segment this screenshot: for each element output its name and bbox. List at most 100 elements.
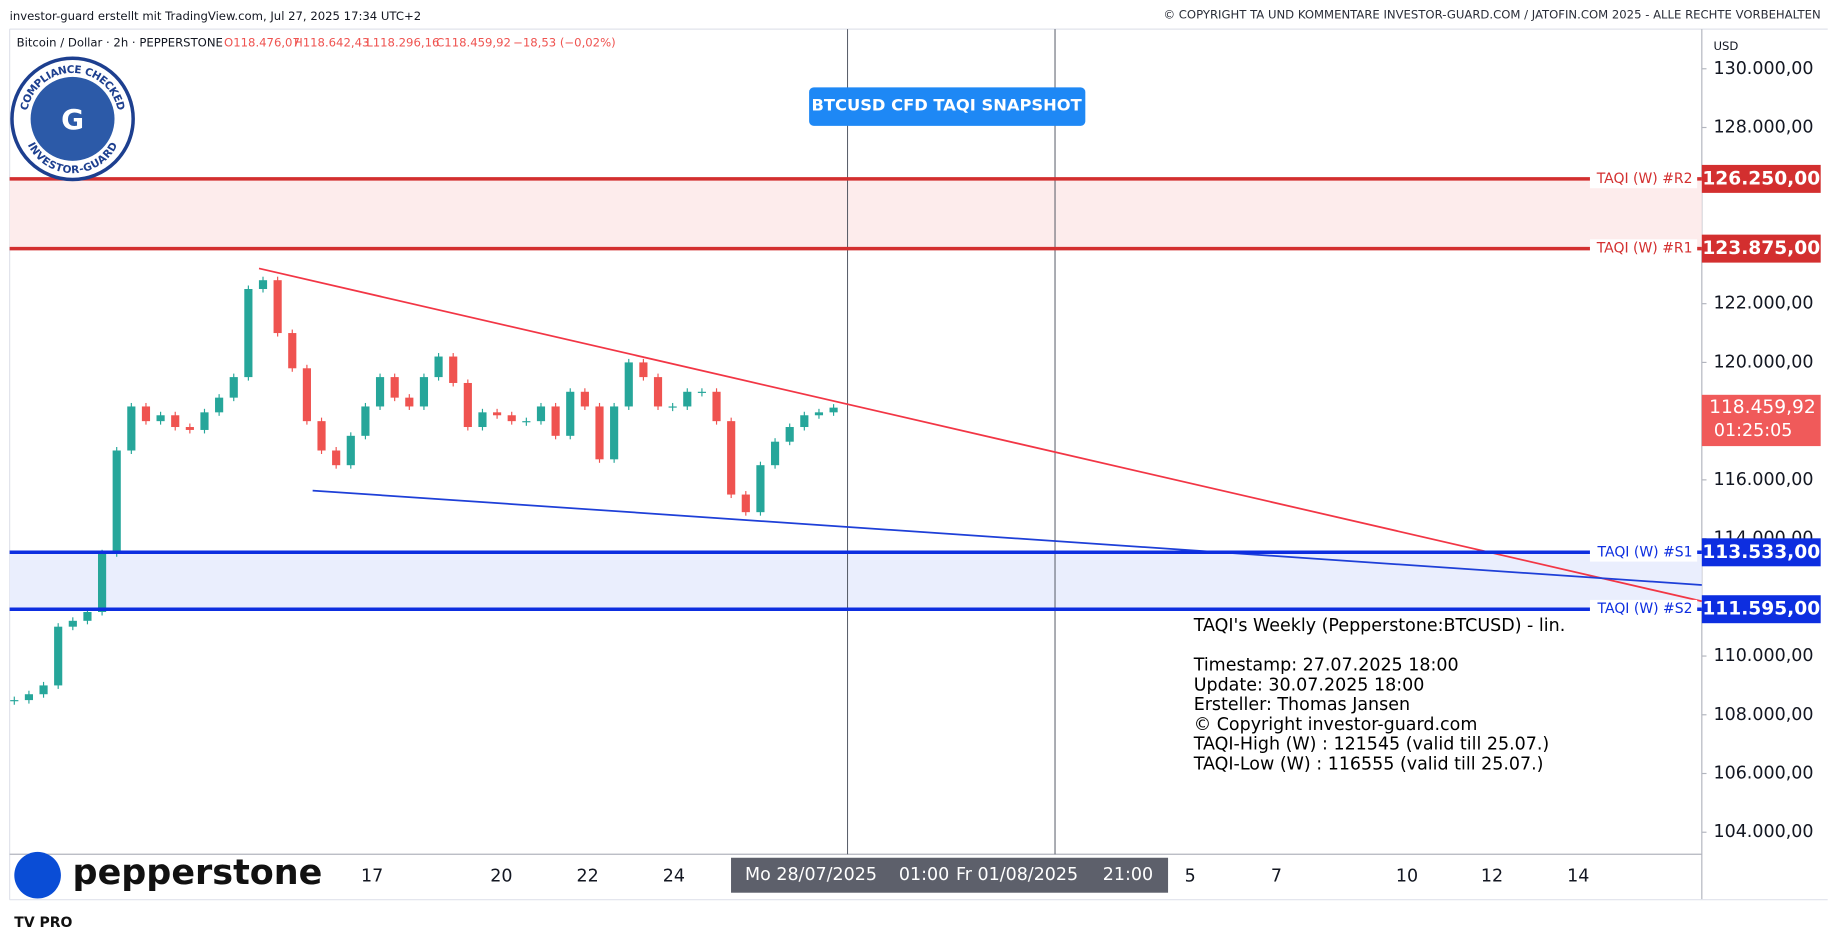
header-right: © COPYRIGHT TA UND KOMMENTARE INVESTOR-G… [1163,8,1820,22]
candle [244,289,253,378]
candle [141,406,151,422]
resistance-zone [9,178,1702,249]
x-tick-label: 17 [361,866,383,886]
info-line: TAQI-Low (W) : 116555 (valid till 25.07.… [1193,755,1544,775]
candle [697,391,706,393]
candle [10,700,19,702]
y-tick-label: 106.000,00 [1713,764,1813,784]
level-label-bg [1589,239,1698,258]
candle [478,412,487,428]
level-name: TAQI (W) #S2 [1597,601,1693,617]
candle [829,407,838,413]
candle [405,397,414,407]
level-price: 126.250,00 [1702,168,1820,189]
candle [800,415,809,428]
info-block: TAQI's Weekly (Pepperstone:BTCUSD) - lin… [1193,616,1566,775]
brand-text: pepperstone [73,853,323,893]
candle [653,377,663,407]
candle [229,377,238,398]
candle [566,391,575,436]
candle [624,362,633,407]
candle [215,397,224,413]
candle [346,435,355,466]
info-line: Timestamp: 27.07.2025 18:00 [1193,655,1459,675]
candle [302,368,311,422]
candle [536,406,546,422]
candle [273,280,282,334]
x-tick-label: 5 [1185,866,1196,886]
level-label-bg [1589,542,1698,562]
countdown: 01:25:05 [1714,421,1792,441]
x-highlight-label: 21:00 [1103,865,1153,885]
last-price-box [1701,394,1821,447]
candle [288,333,297,369]
x-tick-label: 10 [1396,866,1418,886]
title-box [809,87,1086,126]
candle [317,421,326,451]
last-price: 118.459,92 [1709,397,1816,418]
candle [770,441,780,466]
brand-icon [14,851,61,899]
candle [332,450,341,466]
candle [595,406,604,460]
y-tick-label: 104.000,00 [1713,822,1813,842]
support-zone [9,552,1702,610]
candle [171,415,180,428]
candle [683,391,692,407]
legend-c: C118.459,92 [436,36,511,50]
x-tick-label: 20 [490,866,512,886]
level-price-box [1701,164,1821,193]
candle [83,612,92,621]
legend-h: H118.642,43 [294,36,369,50]
level-name: TAQI (W) #R1 [1596,241,1693,257]
candle [434,356,443,378]
level-price-box [1701,595,1821,624]
y-tick-label: 110.000,00 [1713,646,1813,666]
level-price-box [1701,538,1821,567]
candle [200,412,209,430]
candle [112,450,121,554]
legend-symbol: Bitcoin / Dollar · 2h · PEPPERSTONE [17,36,223,50]
legend-l: L118.296,16 [366,36,439,50]
y-tick-label: 108.000,00 [1713,705,1813,725]
chart-title: BTCUSD CFD TAQI SNAPSHOT [811,96,1082,115]
x-highlight-label: Fr 01/08/2025 [956,865,1078,885]
unit: USD [1713,39,1738,53]
candle [156,415,165,422]
x-highlight-label: 01:00 [899,865,949,885]
legend-o: O118.476,07 [224,36,300,50]
x-tick-label: 7 [1271,866,1282,886]
info-line: © Copyright investor-guard.com [1194,715,1478,735]
candle [814,412,824,416]
level-price-box [1701,234,1821,263]
level-name: TAQI (W) #S1 [1597,544,1693,560]
candle [127,406,136,451]
info-line: Ersteller: Thomas Jansen [1194,695,1410,715]
x-tick-label: 24 [663,866,685,886]
y-tick-label: 116.000,00 [1713,470,1813,490]
candle [97,553,107,613]
candle [24,694,34,701]
x-highlight-label: Mo 28/07/2025 [745,865,877,885]
plot: 130.000,00 128.000,00 122.000,00 120.000,00… [9,29,1821,893]
candle [449,356,458,383]
brand: pepperstone TV PRO [14,851,323,931]
y-tick-label: 130.000,00 [1713,59,1813,79]
candle [580,391,589,407]
candle [551,406,560,436]
y-tick-label: 122.000,00 [1713,294,1813,314]
y-tick-label: 120.000,00 [1713,352,1813,372]
candle [668,406,677,408]
info-line: TAQI-High (W) : 121545 (valid till 25.07… [1193,735,1550,755]
candle [610,406,619,460]
candle [522,421,531,423]
level-name: TAQI (W) #R2 [1596,171,1693,187]
level-price: 123.875,00 [1702,238,1820,259]
candle [756,465,765,513]
level-price: 111.595,00 [1702,599,1820,620]
x-highlight [731,857,1169,893]
info-line: TAQI's Weekly (Pepperstone:BTCUSD) - lin… [1193,616,1566,636]
